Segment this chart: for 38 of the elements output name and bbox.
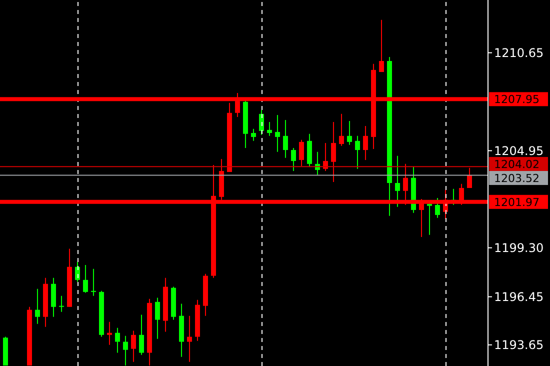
candlestick: [83, 264, 88, 294]
y-tick-label: 1204.95: [494, 144, 544, 158]
candlestick: [123, 335, 128, 366]
candlestick: [251, 128, 256, 142]
candlestick: [435, 197, 440, 218]
y-tick-label: 1193.65: [494, 338, 544, 352]
candlestick: [299, 139, 304, 166]
candlestick: [139, 314, 144, 356]
candlestick: [107, 321, 112, 346]
candlestick: [187, 315, 192, 362]
candlestick: [427, 201, 432, 236]
candlestick: [275, 114, 280, 152]
ref-line-label: 1204.02: [494, 158, 540, 171]
candlestick: [91, 268, 96, 296]
candlestick: [467, 167, 472, 188]
candlestick: [155, 297, 160, 340]
candlestick: [131, 330, 136, 362]
candlestick: [347, 120, 352, 146]
candlestick: [339, 113, 344, 146]
candlestick: [395, 155, 400, 208]
candlestick: [51, 277, 56, 318]
y-tick-label: 1210.65: [494, 46, 544, 60]
candlestick: [35, 288, 40, 324]
candlestick: [283, 119, 288, 158]
y-tick-label: 1199.30: [494, 241, 544, 256]
candlestick: [355, 135, 360, 170]
candlestick: [291, 147, 296, 172]
candlestick: [307, 133, 312, 168]
ref-line-label: 1203.52: [494, 172, 540, 185]
candlestick: [379, 19, 384, 72]
y-tick-label: 1196.45: [494, 290, 544, 304]
ref-line-label: 1207.95: [494, 93, 540, 106]
candlestick: [267, 122, 272, 136]
ref-line-label: 1201.97: [494, 196, 540, 209]
candlestick: [115, 327, 120, 354]
candlestick: [59, 295, 64, 312]
candlestick: [331, 122, 336, 182]
candlestick: [363, 125, 368, 160]
